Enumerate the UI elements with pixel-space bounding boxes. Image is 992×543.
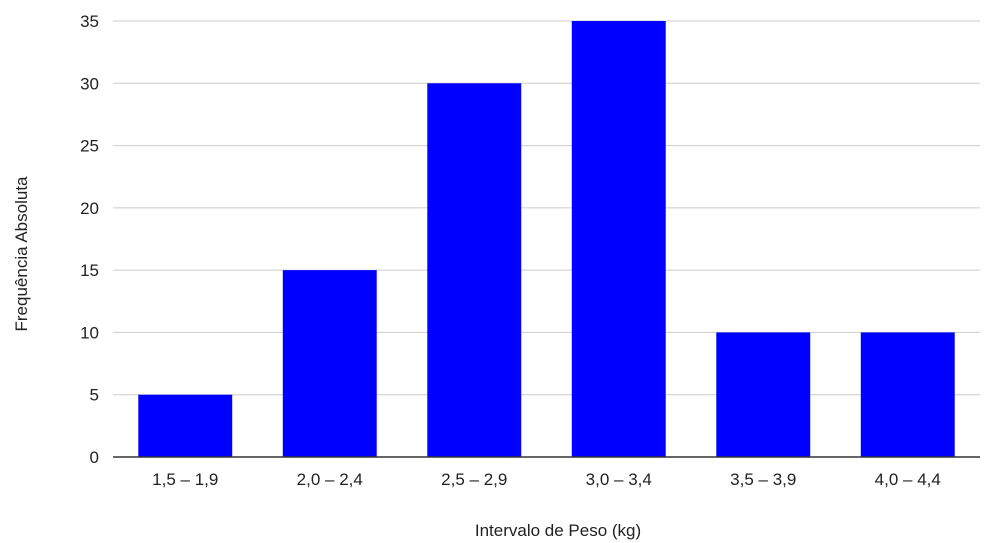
y-axis-title: Frequência Absoluta [12,176,31,332]
x-tick-label: 3,0 – 3,4 [586,470,652,489]
x-tick-label: 3,5 – 3,9 [730,470,796,489]
bar [716,332,811,457]
x-tick-label: 2,0 – 2,4 [297,470,363,489]
y-tick-label: 15 [80,261,99,280]
y-tick-label: 20 [80,199,99,218]
bars [138,21,955,458]
x-tick-label: 4,0 – 4,4 [875,470,941,489]
y-tick-label: 25 [80,137,99,156]
y-tick-label: 35 [80,12,99,31]
x-tick-label: 1,5 – 1,9 [152,470,218,489]
grid-lines [113,20,980,396]
axes: 0 5 10 15 20 25 30 35 1,5 – 1,9 2,0 – 2,4 2,5 – 2,… [80,12,980,489]
bar [860,332,955,457]
bar [427,83,522,458]
x-tick-label: 2,5 – 2,9 [441,470,507,489]
bar [138,394,233,457]
x-axis-title: Intervalo de Peso (kg) [475,521,641,540]
bar [282,270,377,457]
y-tick-label: 0 [90,448,99,467]
bar [571,21,666,457]
y-tick-label: 10 [80,323,99,342]
y-tick-label: 30 [80,74,99,93]
y-tick-label: 5 [90,386,99,405]
